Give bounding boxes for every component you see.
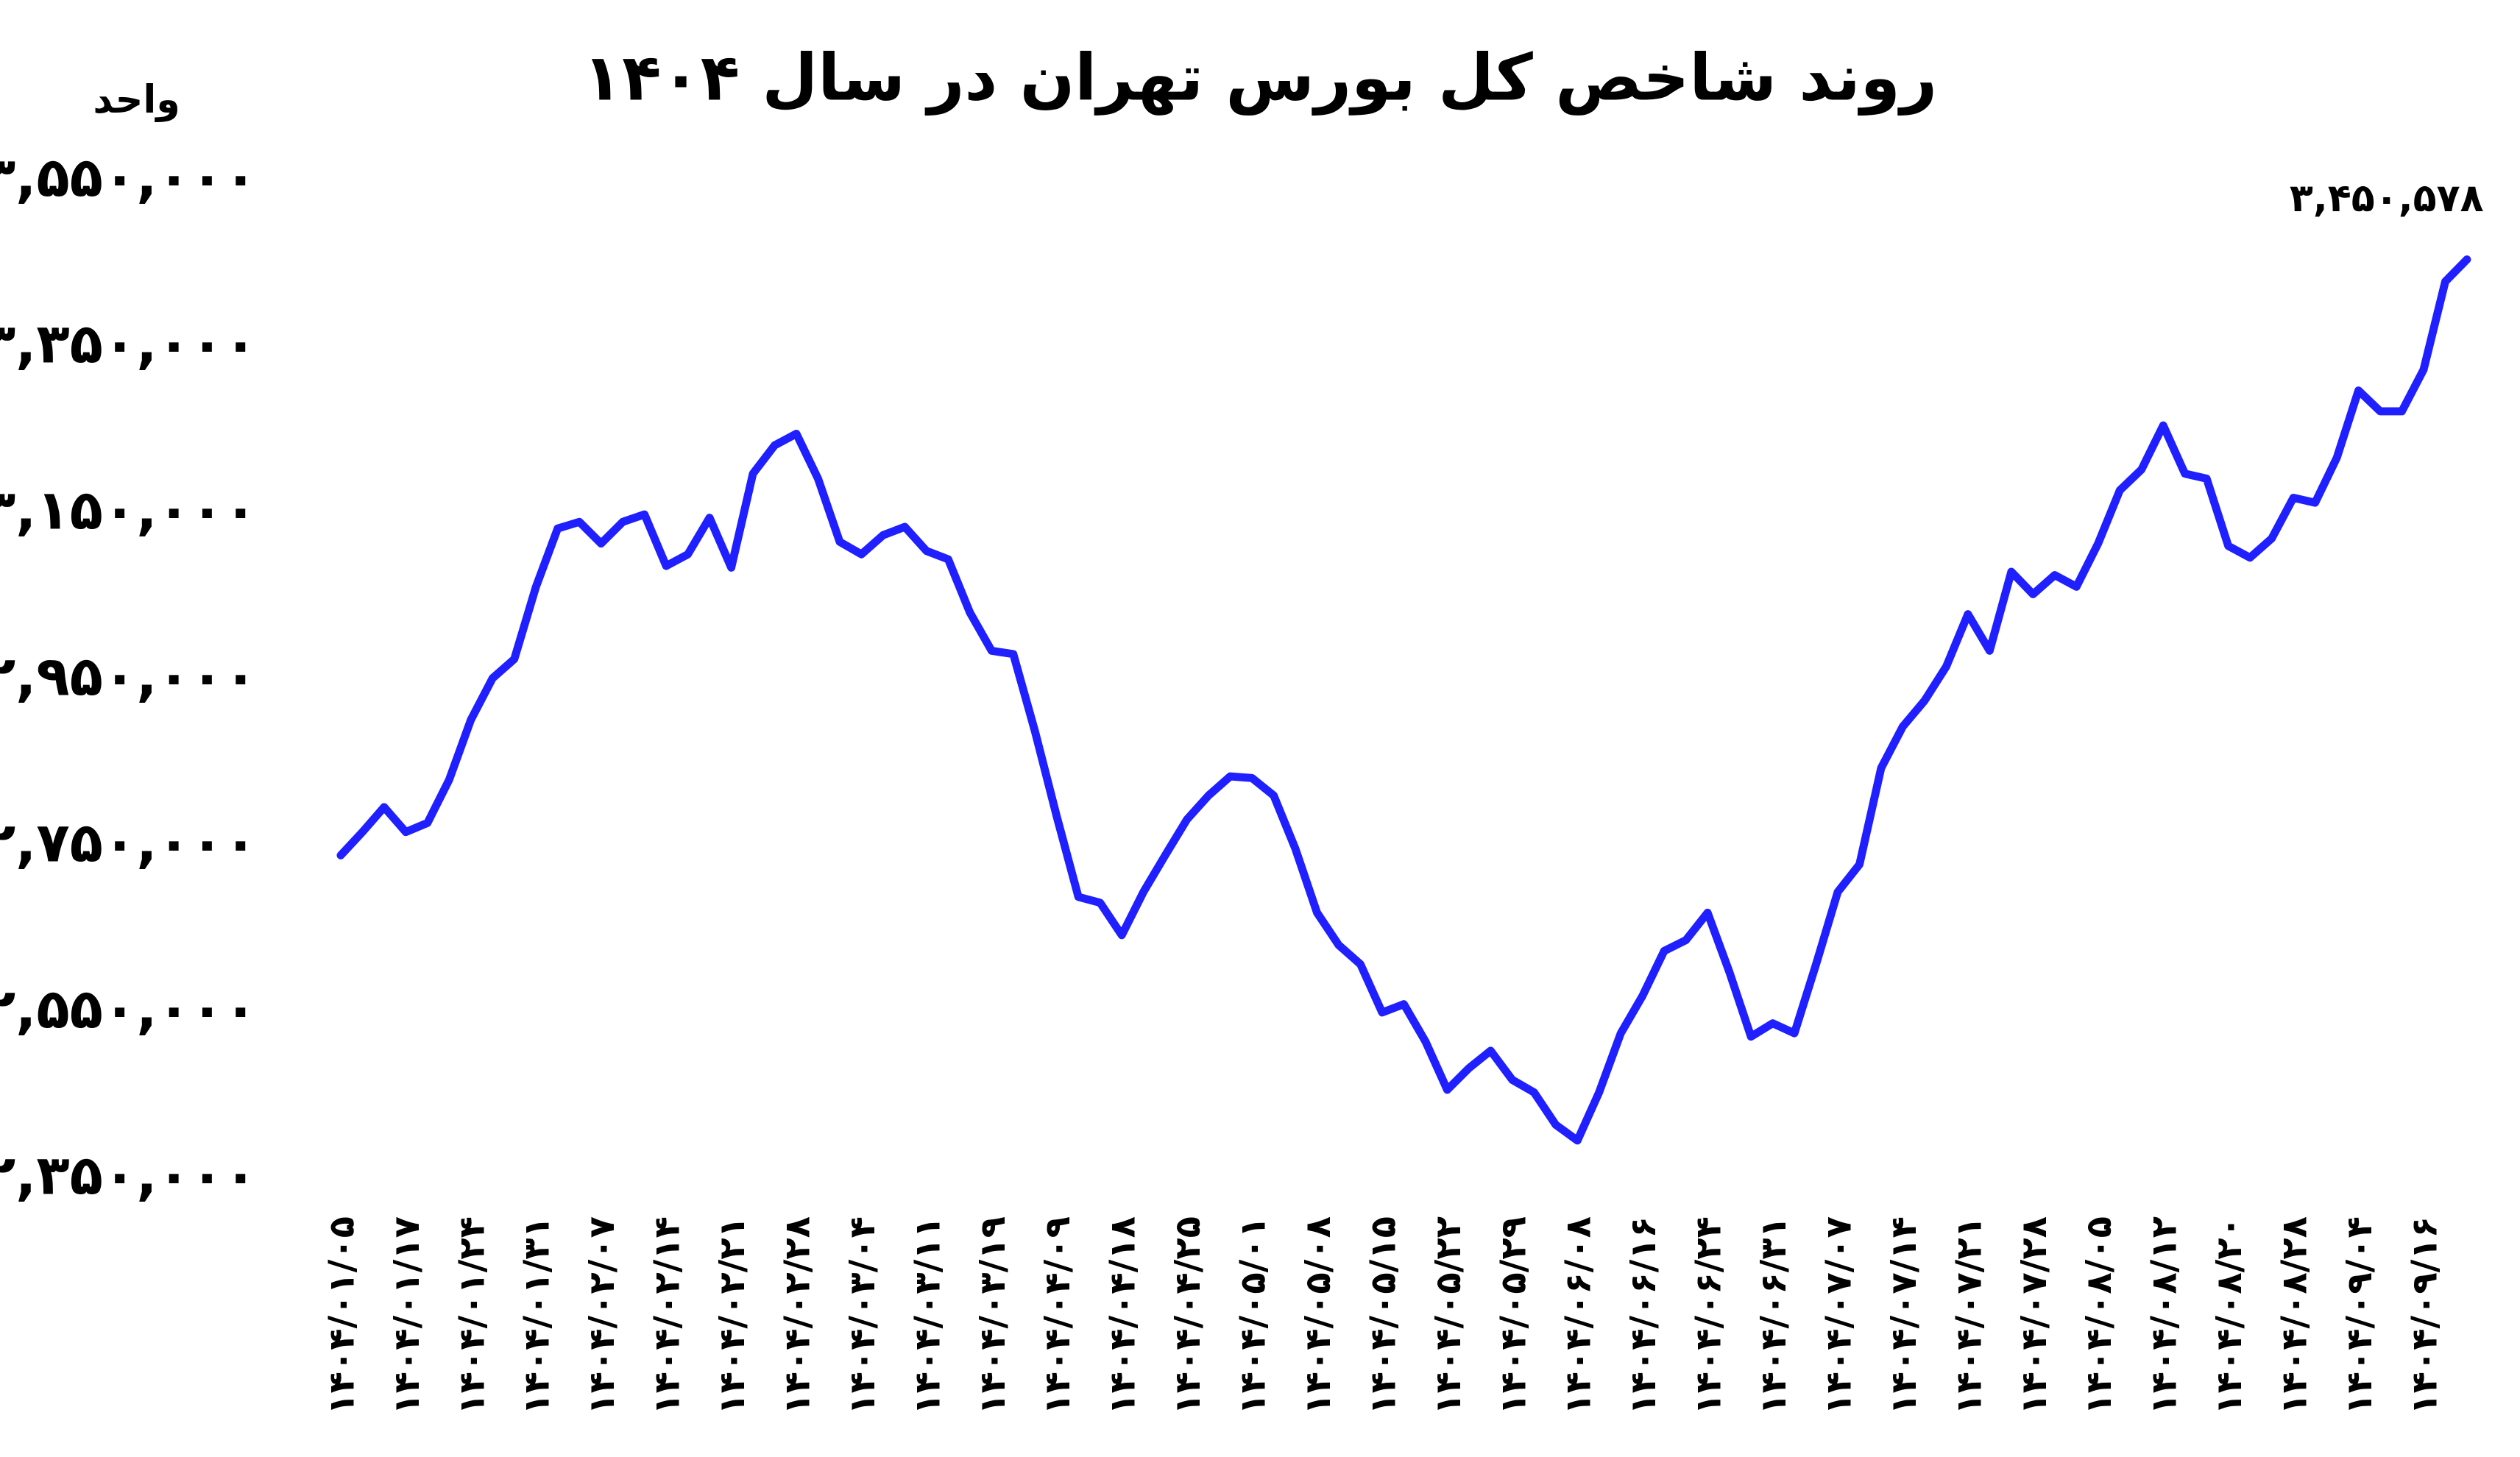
x-tick-label: ۱۴۰۴/۰۲/۲۱ bbox=[712, 1216, 753, 1415]
x-tick-label: ۱۴۰۴/۰۶/۲۴ bbox=[1688, 1216, 1730, 1415]
x-tick-label: ۱۴۰۴/۰۱/۲۴ bbox=[451, 1216, 492, 1415]
x-tick-label: ۱۴۰۴/۰۶/۳۱ bbox=[1753, 1216, 1794, 1415]
x-tick-label: ۱۴۰۴/۰۸/۲۰ bbox=[2209, 1216, 2250, 1415]
x-tick-label: ۱۴۰۴/۰۱/۱۷ bbox=[386, 1216, 428, 1415]
x-tick-label: ۱۴۰۴/۰۷/۱۴ bbox=[1883, 1216, 1925, 1415]
x-tick-label: ۱۴۰۴/۰۹/۱۶ bbox=[2404, 1216, 2445, 1415]
y-axis-label: واحد bbox=[93, 77, 180, 122]
value-label: ۳,۴۵۰,۵۷۸ bbox=[2290, 176, 2484, 221]
x-tick-label: ۱۴۰۴/۰۵/۲۹ bbox=[1493, 1216, 1534, 1415]
x-tick-label: ۱۴۰۴/۰۵/۰۱ bbox=[1233, 1216, 1274, 1415]
x-tick-label: ۱۴۰۴/۰۷/۲۱ bbox=[1948, 1216, 1989, 1415]
y-tick-label: ۳,۳۵۰,۰۰۰ bbox=[0, 311, 257, 375]
y-tick-label: ۳,۵۵۰,۰۰۰ bbox=[0, 145, 257, 209]
x-tick-label: ۱۴۰۴/۰۳/۱۱ bbox=[907, 1216, 948, 1415]
x-tick-label: ۱۴۰۴/۰۸/۲۸ bbox=[2274, 1216, 2315, 1415]
x-tick-label: ۱۴۰۴/۰۲/۰۷ bbox=[581, 1216, 623, 1415]
x-tick-label: ۱۴۰۴/۰۸/۱۲ bbox=[2144, 1216, 2185, 1415]
chart-title: روند شاخص کل بورس تهران در سال ۱۴۰۴ bbox=[583, 40, 1937, 116]
x-tick-label: ۱۴۰۴/۰۳/۰۴ bbox=[842, 1216, 883, 1415]
line-series bbox=[336, 255, 2471, 1145]
x-tick-label: ۱۴۰۴/۰۹/۰۴ bbox=[2339, 1216, 2380, 1415]
x-tick-label: ۱۴۰۴/۰۴/۲۵ bbox=[1167, 1216, 1208, 1415]
x-tick-label: ۱۴۰۴/۰۶/۰۸ bbox=[1558, 1216, 1599, 1415]
y-tick-label: ۲,۵۵۰,۰۰۰ bbox=[0, 976, 257, 1041]
y-tick-label: ۲,۹۵۰,۰۰۰ bbox=[0, 644, 257, 708]
x-tick-label: ۱۴۰۴/۰۸/۰۵ bbox=[2078, 1216, 2120, 1415]
y-tick-label: ۲,۳۵۰,۰۰۰ bbox=[0, 1144, 257, 1208]
y-tick-label: ۲,۷۵۰,۰۰۰ bbox=[0, 810, 257, 874]
x-tick-label: ۱۴۰۴/۰۴/۰۹ bbox=[1037, 1216, 1078, 1415]
x-tick-label: ۱۴۰۴/۰۱/۰۵ bbox=[321, 1216, 362, 1415]
x-tick-label: ۱۴۰۴/۰۷/۰۷ bbox=[1819, 1216, 1860, 1415]
x-tick-label: ۱۴۰۴/۰۷/۲۸ bbox=[2014, 1216, 2055, 1415]
x-tick-label: ۱۴۰۴/۰۵/۲۲ bbox=[1428, 1216, 1469, 1415]
x-tick-label: ۱۴۰۴/۰۵/۰۸ bbox=[1298, 1216, 1339, 1415]
x-tick-label: ۱۴۰۴/۰۴/۱۸ bbox=[1102, 1216, 1144, 1415]
x-tick-label: ۱۴۰۴/۰۲/۲۸ bbox=[776, 1216, 818, 1415]
x-tick-label: ۱۴۰۴/۰۶/۱۶ bbox=[1623, 1216, 1664, 1415]
x-tick-label: ۱۴۰۴/۰۳/۱۹ bbox=[972, 1216, 1013, 1415]
y-tick-label: ۳,۱۵۰,۰۰۰ bbox=[0, 478, 257, 542]
x-tick-label: ۱۴۰۴/۰۲/۱۴ bbox=[647, 1216, 688, 1415]
x-tick-label: ۱۴۰۴/۰۱/۳۱ bbox=[517, 1216, 558, 1415]
x-tick-label: ۱۴۰۴/۰۵/۱۵ bbox=[1362, 1216, 1404, 1415]
